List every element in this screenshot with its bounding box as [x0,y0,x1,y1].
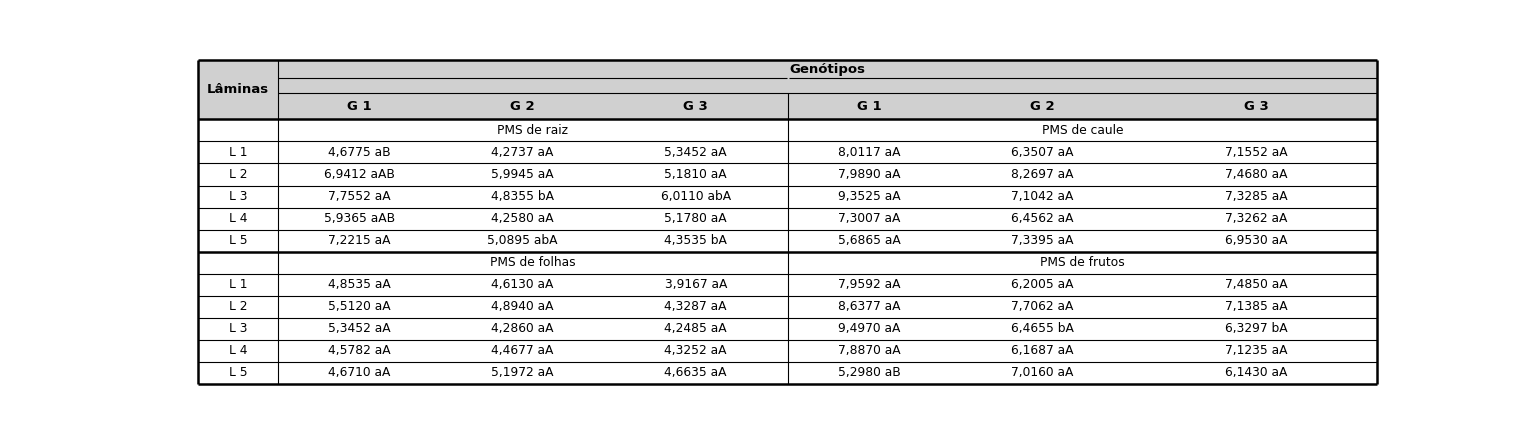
Text: 6,4655 bA: 6,4655 bA [1011,322,1074,335]
Text: 7,1042 aA: 7,1042 aA [1011,190,1074,203]
Text: G 3: G 3 [1243,100,1268,113]
Bar [198,362,1377,384]
Text: 5,1780 aA: 5,1780 aA [664,212,727,225]
Text: 7,4850 aA: 7,4850 aA [1225,278,1286,291]
Text: 6,1430 aA: 6,1430 aA [1225,366,1286,379]
Text: 4,8355 bA: 4,8355 bA [490,190,553,203]
Text: 7,7062 aA: 7,7062 aA [1011,300,1074,313]
Text: G 2: G 2 [510,100,535,113]
Text: L 1: L 1 [229,146,247,159]
Bar [198,186,1377,208]
Text: L 4: L 4 [229,344,247,357]
Text: 7,3395 aA: 7,3395 aA [1011,234,1074,247]
Text: 7,9890 aA: 7,9890 aA [838,168,901,181]
Text: 7,4680 aA: 7,4680 aA [1225,168,1286,181]
Bar [198,296,1377,318]
Bar [198,208,1377,230]
Text: 4,6775 aB: 4,6775 aB [329,146,390,159]
Text: 4,2737 aA: 4,2737 aA [492,146,553,159]
Text: 5,1972 aA: 5,1972 aA [492,366,553,379]
Text: 7,1385 aA: 7,1385 aA [1225,300,1286,313]
Text: G 2: G 2 [1030,100,1054,113]
Bar [198,230,1377,251]
Text: 5,3452 aA: 5,3452 aA [329,322,390,335]
Text: 9,3525 aA: 9,3525 aA [838,190,901,203]
Text: 6,2005 aA: 6,2005 aA [1011,278,1074,291]
Text: 4,2580 aA: 4,2580 aA [490,212,553,225]
Bar [198,141,1377,163]
Text: Lâminas: Lâminas [207,83,269,96]
Text: G 1: G 1 [347,100,372,113]
Text: 3,9167 aA: 3,9167 aA [664,278,727,291]
Text: G 3: G 3 [684,100,709,113]
Text: PMS de raiz: PMS de raiz [498,124,569,137]
Text: 6,3297 bA: 6,3297 bA [1225,322,1286,335]
Text: 6,0110 abA: 6,0110 abA [661,190,730,203]
Text: L 2: L 2 [229,168,247,181]
Text: 5,2980 aB: 5,2980 aB [838,366,901,379]
Text: PMS de folhas: PMS de folhas [490,256,576,269]
Text: 4,3535 bA: 4,3535 bA [664,234,727,247]
Bar [198,120,1377,141]
Text: 4,6635 aA: 4,6635 aA [664,366,727,379]
Text: 6,4562 aA: 6,4562 aA [1011,212,1074,225]
Text: 5,1810 aA: 5,1810 aA [664,168,727,181]
Text: L 5: L 5 [229,234,247,247]
Text: 4,8535 aA: 4,8535 aA [329,278,390,291]
Text: 6,1687 aA: 6,1687 aA [1011,344,1074,357]
Bar [198,93,1377,120]
Text: PMS de caule: PMS de caule [1042,124,1124,137]
Text: 4,2860 aA: 4,2860 aA [492,322,553,335]
Text: 5,3452 aA: 5,3452 aA [664,146,727,159]
Text: L 4: L 4 [229,212,247,225]
Text: 7,3285 aA: 7,3285 aA [1225,190,1286,203]
Text: 5,9945 aA: 5,9945 aA [490,168,553,181]
Bar [198,340,1377,362]
Bar [198,318,1377,340]
Text: 8,2697 aA: 8,2697 aA [1011,168,1074,181]
Text: 4,4677 aA: 4,4677 aA [492,344,553,357]
Text: 5,6865 aA: 5,6865 aA [838,234,901,247]
Text: 7,7552 aA: 7,7552 aA [329,190,390,203]
Text: 4,2485 aA: 4,2485 aA [664,322,727,335]
Text: 9,4970 aA: 9,4970 aA [838,322,901,335]
Text: 4,8940 aA: 4,8940 aA [492,300,553,313]
Text: 7,1552 aA: 7,1552 aA [1225,146,1286,159]
Text: 7,2215 aA: 7,2215 aA [329,234,390,247]
Text: 6,9412 aAB: 6,9412 aAB [324,168,395,181]
Bar [198,163,1377,186]
Text: PMS de frutos: PMS de frutos [1041,256,1125,269]
Text: 7,3007 aA: 7,3007 aA [838,212,901,225]
Text: 7,3262 aA: 7,3262 aA [1225,212,1286,225]
Text: 4,3287 aA: 4,3287 aA [664,300,727,313]
Text: L 2: L 2 [229,300,247,313]
Text: 6,9530 aA: 6,9530 aA [1225,234,1286,247]
Text: 4,3252 aA: 4,3252 aA [664,344,727,357]
Bar [198,274,1377,296]
Text: 4,5782 aA: 4,5782 aA [329,344,390,357]
Text: 4,6130 aA: 4,6130 aA [492,278,553,291]
Text: L 3: L 3 [229,322,247,335]
Text: 7,8870 aA: 7,8870 aA [838,344,901,357]
Text: 5,0895 abA: 5,0895 abA [487,234,558,247]
Text: 5,9365 aAB: 5,9365 aAB [324,212,395,225]
Text: 8,6377 aA: 8,6377 aA [838,300,901,313]
Text: G 1: G 1 [856,100,881,113]
Text: L 1: L 1 [229,278,247,291]
Text: 8,0117 aA: 8,0117 aA [838,146,901,159]
Text: 5,5120 aA: 5,5120 aA [329,300,390,313]
Text: L 3: L 3 [229,190,247,203]
Text: 7,9592 aA: 7,9592 aA [838,278,901,291]
Bar [198,60,1377,93]
Text: 7,1235 aA: 7,1235 aA [1225,344,1286,357]
Bar [198,251,1377,274]
Text: 7,0160 aA: 7,0160 aA [1011,366,1074,379]
Text: Genótipos: Genótipos [790,63,865,76]
Text: 4,6710 aA: 4,6710 aA [329,366,390,379]
Text: 6,3507 aA: 6,3507 aA [1011,146,1074,159]
Text: L 5: L 5 [229,366,247,379]
